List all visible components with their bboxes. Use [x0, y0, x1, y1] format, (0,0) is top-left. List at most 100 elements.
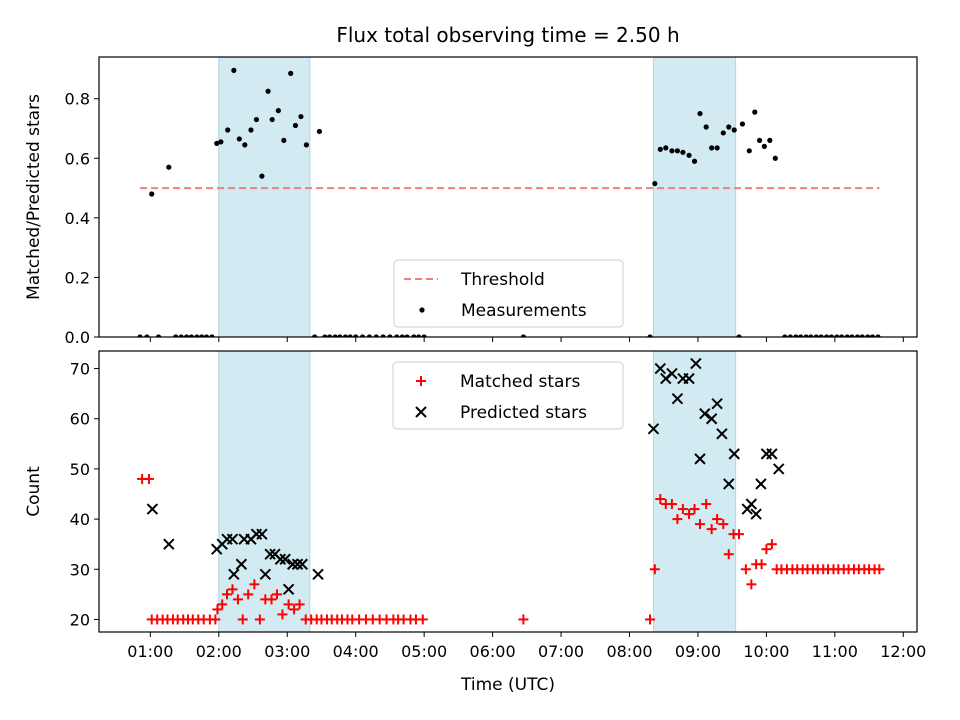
measurement-point — [137, 334, 143, 337]
predicted-star-point — [705, 413, 718, 425]
measurement-point — [731, 127, 737, 133]
measurement-point — [674, 148, 681, 154]
matched-star-point — [740, 564, 751, 575]
y-tick-label: 60 — [70, 410, 90, 429]
measurement-point — [225, 127, 231, 133]
matched-star-point — [645, 614, 656, 625]
measurement-point — [686, 152, 692, 158]
predicted-star-point — [683, 372, 695, 385]
predicted-star-point — [256, 528, 268, 540]
measurement-point — [322, 334, 328, 337]
measurement-point — [166, 164, 172, 170]
legend-predicted-swatch — [415, 406, 427, 418]
shaded-interval-1 — [218, 56, 311, 338]
predicted-star-point — [755, 478, 767, 490]
measurement-point — [199, 334, 205, 337]
measurement-point — [269, 116, 275, 123]
y-tick-label: 40 — [70, 510, 90, 529]
measurement-point — [288, 70, 294, 76]
predicted-star-point — [711, 397, 723, 410]
matched-star-point — [243, 589, 254, 600]
measurement-point — [178, 334, 184, 337]
measurement-point — [394, 334, 400, 337]
matched-star-point — [695, 519, 706, 530]
predicted-star-point — [259, 568, 272, 581]
measurement-point — [844, 334, 850, 337]
predicted-star-point — [291, 558, 304, 570]
measurement-point — [194, 334, 200, 337]
shaded-interval-2 — [652, 56, 737, 338]
measurement-point — [303, 142, 310, 148]
measurement-point — [697, 110, 703, 117]
predicted-star-point — [766, 448, 778, 460]
measurement-point — [798, 334, 804, 337]
measurement-point — [869, 334, 876, 337]
measurement-point — [411, 334, 417, 337]
predicted-star-point — [274, 553, 287, 565]
legend-measurement-swatch — [419, 307, 425, 313]
predicted-star-point — [750, 508, 762, 520]
shaded-interval-2 — [652, 350, 737, 633]
measurement-point — [854, 334, 861, 337]
top-panel: 0.0 0.2 0.4 0.6 0.8 Matched/Predicted stars Th… — [24, 56, 918, 347]
measurement-point — [663, 145, 669, 151]
y-axis-label: Count — [24, 466, 44, 517]
y-axis-label: Matched/Predicted stars — [24, 94, 44, 300]
measurement-point — [818, 334, 824, 337]
shaded-interval-1 — [218, 350, 311, 633]
measurement-point — [703, 124, 709, 130]
matched-star-point — [672, 514, 683, 525]
predicted-star-point — [699, 408, 711, 420]
predicted-star-point — [666, 367, 678, 380]
marks-bottom — [137, 357, 885, 625]
predicted-star-point — [279, 553, 291, 565]
matched-star-point — [655, 494, 666, 505]
matched-star-point — [289, 604, 300, 615]
y-tick-label: 50 — [70, 460, 90, 479]
predicted-star-point — [760, 448, 773, 460]
bottom-panel: 20 30 40 50 60 70 01:00 02:00 03:00 04:00 05:00 06:… — [24, 350, 926, 695]
matched-star-point — [712, 514, 723, 525]
legend-box — [392, 361, 624, 430]
measurement-point — [808, 334, 814, 337]
predicted-star-point — [716, 428, 728, 440]
y-tick-label: 70 — [70, 360, 90, 379]
x-tick-label: 11:00 — [812, 642, 858, 661]
x-tick-label: 04:00 — [333, 642, 379, 661]
measurement-point — [691, 158, 698, 164]
y-tick-label: 0.2 — [65, 268, 90, 287]
measurement-point — [347, 334, 353, 337]
measurement-point — [834, 334, 840, 337]
matched-star-point — [718, 519, 729, 530]
predicted-star-point — [723, 478, 735, 490]
measurement-point — [337, 334, 343, 337]
predicted-star-point — [647, 423, 660, 435]
measurement-point — [761, 143, 767, 149]
measurement-point — [752, 109, 758, 115]
measurement-point — [739, 121, 746, 127]
measurement-point — [259, 173, 265, 179]
measurement-point — [298, 113, 304, 120]
measurement-point — [520, 334, 527, 337]
matched-star-point — [266, 594, 277, 605]
matched-star-point — [254, 614, 265, 625]
matched-star-point — [874, 564, 885, 575]
measurement-point — [144, 334, 150, 337]
x-tick-label: 06:00 — [470, 642, 516, 661]
matched-star-point — [143, 473, 154, 484]
predicted-star-point — [312, 568, 324, 581]
matched-star-point — [283, 599, 294, 610]
measurement-point — [312, 334, 318, 337]
measurement-point — [793, 334, 799, 337]
y-tick-label: 20 — [70, 610, 90, 629]
measurement-point — [359, 334, 366, 337]
measurement-point — [281, 137, 287, 144]
matched-star-point — [212, 604, 223, 615]
measurement-point — [772, 155, 778, 161]
x-tick-label: 07:00 — [538, 642, 584, 661]
legend-matched-swatch — [416, 376, 426, 386]
predicted-star-point — [745, 498, 758, 510]
measurement-point — [756, 137, 763, 144]
axes-frame-top — [98, 56, 918, 338]
